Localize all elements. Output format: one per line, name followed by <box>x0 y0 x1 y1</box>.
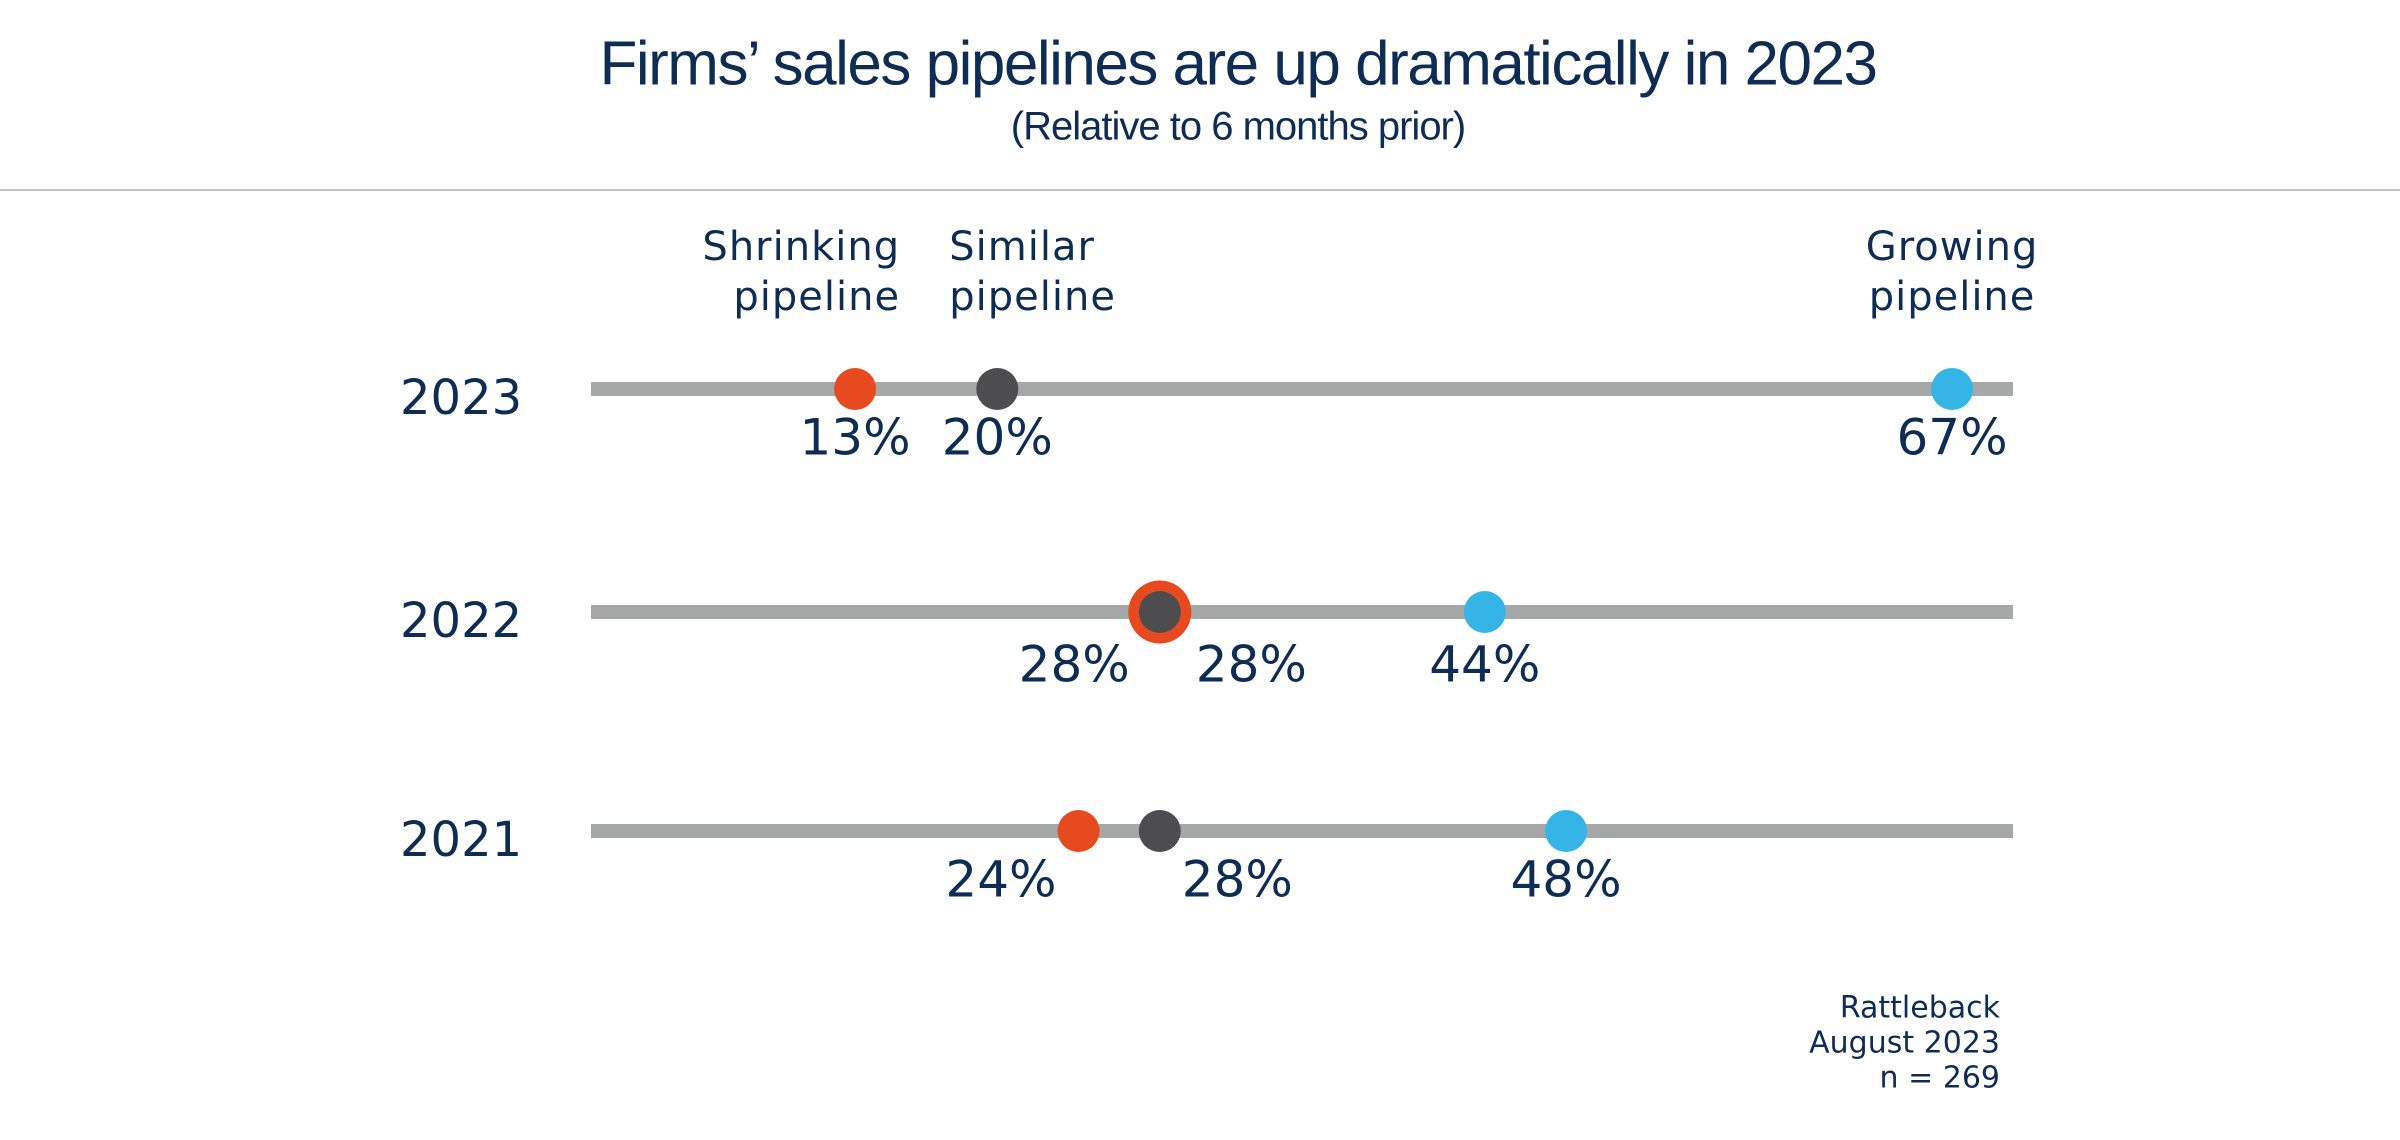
value-label: 48% <box>1511 851 1622 909</box>
dot <box>1463 591 1506 633</box>
dot <box>834 368 877 410</box>
value-label: 44% <box>1429 636 1540 694</box>
row-label: 2022 <box>400 593 522 649</box>
value-label: 28% <box>1019 636 1130 694</box>
value-label: 28% <box>1196 636 1307 694</box>
value-label: 13% <box>800 409 911 467</box>
dot <box>1057 810 1100 852</box>
dot <box>976 368 1019 410</box>
source-note: August 2023 <box>1809 1026 2000 1061</box>
chart-title: Firms’ sales pipelines are up dramatical… <box>600 29 1877 98</box>
row-label: 2021 <box>400 812 522 868</box>
value-label: 24% <box>945 851 1056 909</box>
value-label: 28% <box>1182 851 1293 909</box>
value-label: 20% <box>942 409 1053 467</box>
chart-subtitle: (Relative to 6 months prior) <box>1011 105 1465 149</box>
dot <box>1138 810 1181 852</box>
value-label: 67% <box>1896 409 2007 467</box>
legend-header: Similar pipeline <box>949 224 1116 320</box>
legend-header: Growing pipeline <box>1865 224 2039 320</box>
source-note: n = 269 <box>1880 1061 2000 1096</box>
dot <box>1138 591 1181 633</box>
dot <box>1545 810 1588 852</box>
legend-header: Shrinking pipeline <box>702 224 901 320</box>
dot <box>1931 368 1974 410</box>
row-label: 2023 <box>400 370 522 426</box>
source-note: Rattleback <box>1840 991 2001 1026</box>
